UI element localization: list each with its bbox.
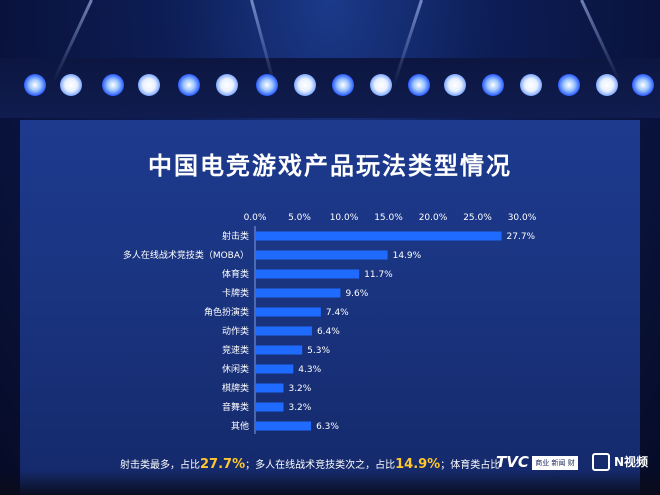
chart-title: 中国电竞游戏产品玩法类型情况 — [148, 152, 512, 180]
x-tick-label: 5.0% — [288, 213, 311, 223]
stage-light — [24, 74, 46, 96]
value-label: 14.9% — [393, 251, 422, 261]
value-label: 4.3% — [298, 365, 321, 375]
x-tick-label: 25.0% — [463, 213, 492, 223]
bar — [256, 326, 312, 336]
category-label: 体育类 — [222, 268, 249, 280]
value-label: 3.2% — [288, 384, 311, 394]
presentation-screen — [20, 120, 640, 495]
value-label: 5.3% — [307, 346, 330, 356]
footer-text-1: 射击类最多，占比 — [120, 460, 200, 471]
x-tick-label: 30.0% — [508, 213, 537, 223]
stage-light — [256, 74, 278, 96]
category-label: 音舞类 — [222, 401, 249, 413]
n-video-logo: N视频 — [614, 455, 649, 469]
x-axis-ticks: 0.0% 5.0% 10.0% 15.0% 20.0% 25.0% 30.0% — [244, 213, 537, 223]
bar — [256, 402, 284, 412]
category-label: 其他 — [231, 420, 249, 432]
category-label: 动作类 — [222, 325, 249, 337]
stage-light — [482, 74, 504, 96]
bar — [256, 231, 502, 241]
value-label: 7.4% — [326, 308, 349, 318]
value-label: 9.6% — [345, 289, 368, 299]
bars-group: 射击类 27.7% 多人在线战术竞技类（MOBA） 14.9% 体育类 11.7% 卡牌类 9… — [123, 226, 536, 434]
x-tick-label: 10.0% — [330, 213, 359, 223]
stage-light — [558, 74, 580, 96]
footer-highlight-1: 27.7% — [200, 457, 246, 472]
category-label: 角色扮演类 — [204, 306, 249, 318]
stage-light — [520, 74, 542, 96]
value-label: 11.7% — [364, 270, 393, 280]
x-tick-label: 20.0% — [419, 213, 448, 223]
footer-highlight-2: 14.9% — [395, 457, 441, 472]
stage-light — [596, 74, 618, 96]
category-label: 棋牌类 — [222, 382, 249, 394]
bar — [256, 345, 303, 355]
tvc-logo: TVC — [496, 453, 529, 471]
x-tick-label: 15.0% — [374, 213, 403, 223]
x-tick-label: 0.0% — [244, 213, 267, 223]
tvc-logo-subtitle: 商业 新闻 财经 — [532, 456, 578, 481]
stage-light — [294, 74, 316, 96]
category-label: 射击类 — [222, 230, 249, 242]
stage-light — [102, 74, 124, 96]
stage-light — [138, 74, 160, 96]
bar — [256, 421, 312, 431]
value-label: 27.7% — [507, 232, 536, 242]
value-label: 6.3% — [316, 422, 339, 432]
bar — [256, 364, 294, 374]
footer-text-2: ；多人在线战术竞技类次之，占比 — [245, 460, 396, 471]
bar — [256, 288, 341, 298]
stage-light — [370, 74, 392, 96]
stage-light — [444, 74, 466, 96]
footer-text-3: ；体育类占比 — [440, 460, 501, 471]
category-label: 竞速类 — [222, 344, 249, 356]
stage-light — [408, 74, 430, 96]
category-label: 休闲类 — [222, 363, 249, 375]
stage-light — [178, 74, 200, 96]
category-label: 多人在线战术竞技类（MOBA） — [123, 249, 249, 261]
audience-silhouettes — [0, 470, 660, 495]
stage-light — [632, 74, 654, 96]
bar — [256, 307, 321, 317]
bar — [256, 383, 284, 393]
bar — [256, 250, 388, 260]
n-video-logo-icon — [592, 453, 610, 471]
value-label: 3.2% — [288, 403, 311, 413]
footer-caption: 射击类最多，占比27.7%；多人在线战术竞技类次之，占比14.9%；体育类占比 — [120, 456, 500, 472]
stage-light — [216, 74, 238, 96]
value-label: 6.4% — [317, 327, 340, 337]
stage-light — [60, 74, 82, 96]
category-label: 卡牌类 — [222, 287, 249, 299]
bar — [256, 269, 360, 279]
stage-light — [332, 74, 354, 96]
